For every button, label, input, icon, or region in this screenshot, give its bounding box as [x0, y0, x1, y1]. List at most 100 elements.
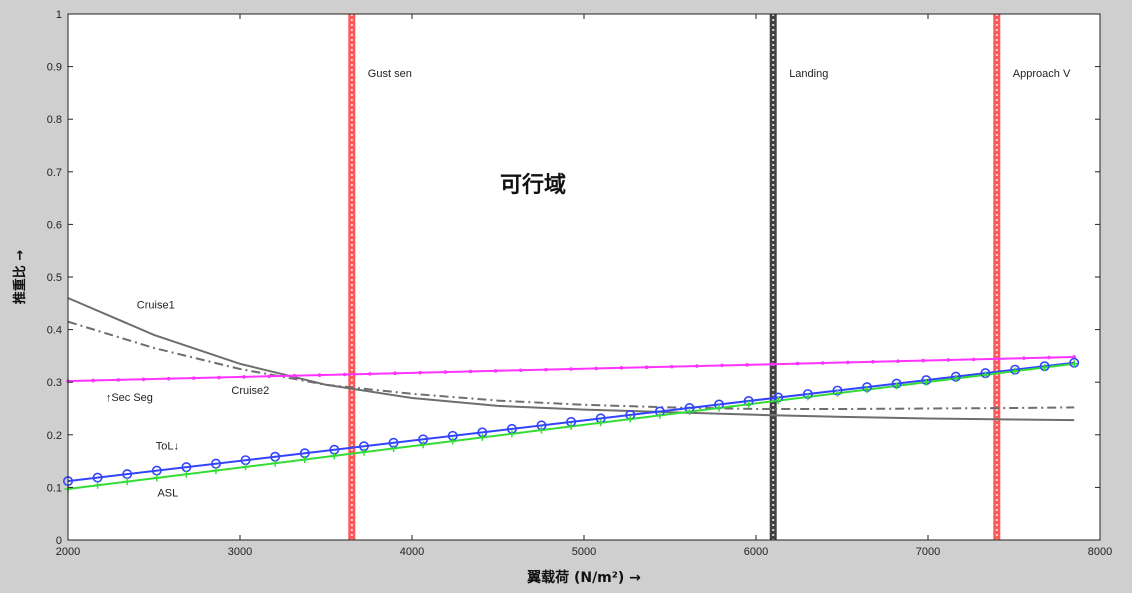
- vline-label-approach-v: Approach V: [1013, 68, 1071, 80]
- y-tick-label: 0.9: [47, 62, 62, 74]
- series-sec-seg-marker: [443, 370, 448, 374]
- series-sec-seg-marker: [695, 364, 699, 368]
- series-asl-marker: [508, 430, 516, 438]
- series-asl-marker: [685, 408, 693, 416]
- series-asl-marker: [94, 481, 102, 489]
- series-sec-seg-marker: [820, 361, 825, 365]
- series-sec-seg-marker: [871, 359, 875, 364]
- series-sec-seg-marker: [418, 370, 422, 375]
- series-sec-seg-marker: [292, 373, 297, 378]
- series-sec-seg-marker: [242, 375, 246, 379]
- series-sec-seg-marker: [191, 376, 196, 380]
- series-sec-seg-marker: [468, 369, 473, 374]
- series-sec-seg-marker: [116, 378, 121, 382]
- series-sec-seg-marker: [770, 362, 775, 367]
- series-sec-seg-marker: [368, 372, 372, 376]
- x-tick-label: 5000: [572, 546, 596, 558]
- series-sec-seg-marker: [342, 372, 347, 377]
- series-asl-marker: [745, 400, 753, 408]
- annotation-layer: Cruise1 Cruise2 ↑Sec Seg ToL↓ ASL: [106, 300, 269, 500]
- annotation-cruise1: Cruise1: [137, 300, 175, 312]
- region-label: 可行域: [500, 172, 566, 198]
- y-tick-label: 0.7: [47, 167, 62, 179]
- vline-label-landing: Landing: [789, 68, 828, 80]
- y-tick-label: 0.8: [47, 114, 62, 126]
- series-asl-marker: [656, 411, 664, 419]
- series-sec-seg-marker: [393, 371, 397, 376]
- y-tick-label: 0.4: [47, 325, 62, 337]
- y-tick-label: 0.1: [47, 482, 62, 494]
- x-tick-label: 8000: [1088, 546, 1112, 558]
- x-tick-label: 2000: [56, 546, 80, 558]
- series-asl-marker: [182, 470, 190, 478]
- series-asl-marker: [1041, 363, 1049, 371]
- series-sec-seg-marker: [946, 358, 951, 362]
- series-asl-marker: [893, 382, 901, 390]
- series-sec-seg-marker: [569, 367, 573, 371]
- series-sec-seg-marker: [971, 357, 976, 362]
- y-axis-label: 推重比 →: [12, 250, 28, 305]
- vline-label-gust-sen: Gust sen: [368, 68, 412, 80]
- series-asl-marker: [153, 474, 161, 482]
- x-tick-label: 7000: [916, 546, 940, 558]
- series-asl-marker: [449, 437, 457, 445]
- series-tol: [67, 361, 1075, 483]
- y-tick-label: 0.5: [47, 272, 62, 284]
- series-asl-marker: [863, 386, 871, 394]
- series-sec-seg-marker: [996, 356, 1001, 361]
- y-tick-label: 0.6: [47, 219, 62, 231]
- x-tick-label: 4000: [400, 546, 424, 558]
- series-sec-seg-marker: [720, 363, 724, 368]
- series-asl-marker: [567, 422, 575, 430]
- series-asl-marker: [1011, 367, 1019, 375]
- series-cruise1: [67, 297, 1075, 422]
- series-sec-seg-marker: [544, 367, 548, 372]
- series-sec-seg-marker: [166, 376, 171, 381]
- series-cruise2: [67, 320, 1075, 410]
- series-asl-marker: [242, 463, 250, 471]
- series-sec-seg-marker: [594, 366, 599, 371]
- series-asl-marker: [390, 444, 398, 452]
- series-sec-seg-marker: [846, 360, 850, 365]
- series-sec-seg-marker: [141, 377, 146, 382]
- marker-layer: [62, 355, 1080, 493]
- series-asl-marker: [360, 448, 368, 456]
- series-asl-marker: [212, 467, 220, 475]
- annotation-asl: ASL: [157, 487, 178, 499]
- series-asl-marker: [981, 371, 989, 379]
- series-asl-marker: [626, 415, 634, 423]
- series-sec-seg-marker: [619, 366, 624, 370]
- series-asl-marker: [419, 441, 427, 449]
- series-sec-seg-marker: [795, 361, 800, 366]
- series-sec-seg-marker: [217, 375, 221, 380]
- y-tick-label: 1: [56, 9, 62, 21]
- series-sec-seg-marker: [1022, 356, 1026, 360]
- series-sec-seg-marker: [1047, 355, 1051, 360]
- y-tick-label: 0.3: [47, 377, 62, 389]
- series-asl-marker: [330, 452, 338, 460]
- annotation-sec-seg: ↑Sec Seg: [106, 392, 153, 404]
- axis-ticks: 2000 3000 4000 5000 6000 7000 8000 0 0.1 0.2 0.3 0.…: [47, 9, 1113, 558]
- plot-background: [68, 14, 1100, 540]
- series-sec-seg-marker: [493, 369, 498, 373]
- series-asl-marker: [1070, 360, 1078, 368]
- series-asl-marker: [922, 378, 930, 386]
- series-asl-marker: [774, 397, 782, 405]
- series-sec-seg-marker: [644, 365, 649, 370]
- series-sec-seg-marker: [745, 363, 749, 367]
- x-axis-label: 翼载荷 (N/m²) →: [526, 569, 641, 586]
- series-asl-marker: [478, 433, 486, 441]
- series-sec-seg-marker: [921, 358, 926, 363]
- series-sec-seg-marker: [91, 378, 95, 383]
- series-sec-seg-marker: [518, 368, 523, 373]
- x-tick-label: 6000: [744, 546, 768, 558]
- annotation-cruise2: Cruise2: [231, 385, 269, 397]
- annotation-tol: ToL↓: [156, 441, 179, 453]
- series-sec-seg-marker: [669, 364, 674, 369]
- y-tick-label: 0: [56, 535, 62, 547]
- series-sec-seg-marker: [896, 359, 900, 363]
- x-tick-label: 3000: [228, 546, 252, 558]
- series-asl-marker: [301, 456, 309, 464]
- series-asl-marker: [833, 389, 841, 397]
